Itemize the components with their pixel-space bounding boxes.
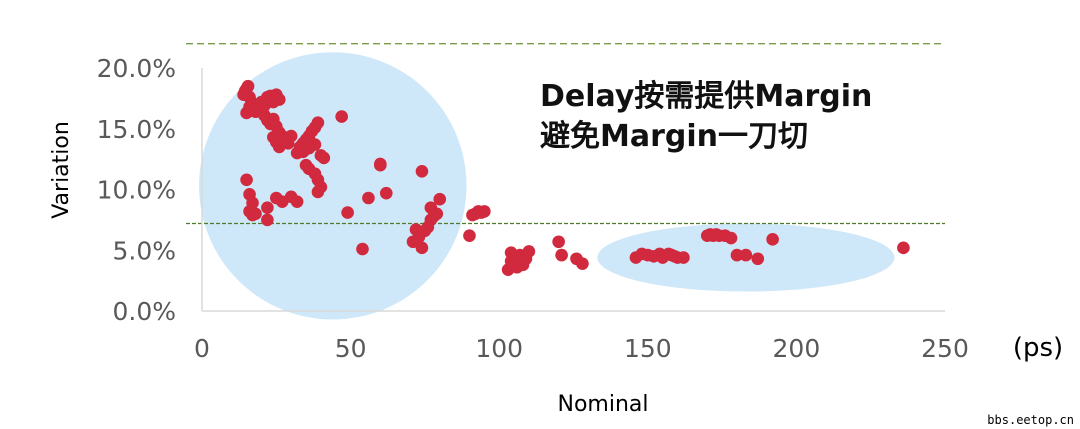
data-point (724, 231, 738, 245)
data-point (379, 186, 393, 200)
data-point (290, 195, 304, 208)
watermark-text: bbs.eetop.cn (987, 413, 1074, 427)
reference-lines (186, 43, 945, 225)
data-point (374, 158, 387, 172)
y-tick-label: 10.0% (97, 176, 176, 205)
y-tick-label: 0.0% (112, 297, 176, 326)
data-point (275, 134, 289, 148)
data-point (415, 241, 429, 255)
x-tick-label: 250 (921, 334, 969, 363)
y-tick-labels: 0.0% 5.0% 10.0% 15.0% 20.0% (97, 54, 176, 326)
x-tick-label: 0 (194, 334, 210, 363)
data-point (478, 205, 491, 218)
x-tick-label: 50 (335, 334, 367, 363)
x-tick-label: 150 (624, 334, 672, 363)
y-tick-label: 5.0% (112, 236, 176, 265)
data-point (766, 233, 779, 246)
x-tick-labels: 0 50 100 150 200 250 (194, 334, 969, 363)
data-point (433, 192, 447, 206)
data-point (261, 213, 274, 227)
data-point (335, 110, 348, 123)
x-axis-title: Nominal (558, 392, 649, 417)
y-axis-title: Variation (49, 121, 74, 219)
y-tick-label: 15.0% (97, 115, 176, 144)
data-point (341, 206, 354, 219)
y-tick-label: 20.0% (97, 54, 176, 83)
data-point (576, 257, 589, 270)
data-points (237, 79, 910, 276)
data-point (751, 252, 765, 266)
data-point (241, 79, 255, 93)
data-point (430, 207, 444, 221)
data-point (415, 164, 429, 178)
data-point (249, 207, 262, 221)
data-point (261, 201, 274, 215)
x-tick-label: 200 (773, 334, 821, 363)
data-point (739, 248, 753, 262)
data-point (522, 245, 536, 258)
annotation-line-2: 避免Margin一刀切 (540, 119, 808, 154)
data-point (308, 138, 322, 151)
data-point (555, 248, 568, 262)
data-point (730, 248, 744, 262)
data-point (897, 241, 910, 255)
x-tick-label: 100 (475, 334, 523, 363)
data-point (311, 185, 325, 199)
data-point (317, 151, 331, 165)
data-point (463, 229, 476, 242)
data-point (356, 242, 369, 256)
x-unit-label: (ps) (1013, 333, 1063, 363)
data-point (362, 191, 375, 205)
annotation-line-1: Delay按需提供Margin (540, 79, 872, 114)
data-point (240, 173, 253, 187)
data-point (552, 235, 565, 249)
data-point (272, 93, 286, 106)
data-point (677, 251, 690, 264)
data-point (311, 116, 325, 129)
